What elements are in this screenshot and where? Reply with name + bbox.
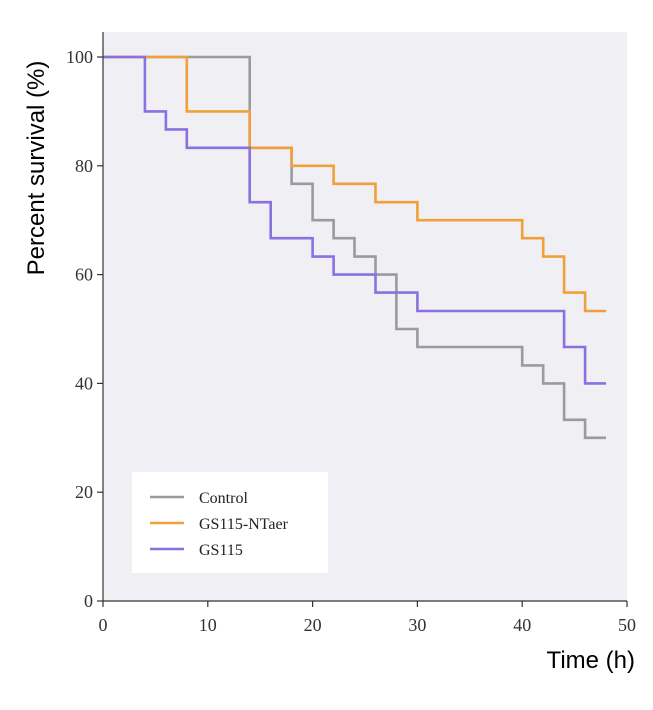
legend-label-gs115-ntaer: GS115-NTaer xyxy=(199,516,289,533)
x-axis-label: Time (h) xyxy=(547,647,635,674)
y-ticks: 0 20 40 60 80 100 xyxy=(66,47,103,611)
y-tick-label: 40 xyxy=(75,373,93,393)
x-tick-label: 20 xyxy=(304,615,322,635)
x-ticks: 0 10 20 30 40 50 xyxy=(99,601,636,635)
legend: Control GS115-NTaer GS115 xyxy=(132,472,328,573)
series-line-gs115 xyxy=(103,55,606,385)
y-tick-label: 60 xyxy=(75,265,93,285)
y-tick-label: 100 xyxy=(66,47,93,67)
series-line-gs115-ntaer xyxy=(103,55,606,313)
x-tick-label: 40 xyxy=(513,615,531,635)
legend-label-gs115: GS115 xyxy=(199,542,243,559)
y-tick-label: 0 xyxy=(84,591,93,611)
x-tick-label: 10 xyxy=(199,615,217,635)
y-tick-label: 80 xyxy=(75,156,93,176)
x-tick-label: 50 xyxy=(618,615,636,635)
y-axis-label: Percent survival (%) xyxy=(23,61,50,276)
legend-label-control: Control xyxy=(199,490,248,507)
y-tick-label: 20 xyxy=(75,482,93,502)
x-tick-label: 0 xyxy=(99,615,108,635)
x-tick-label: 30 xyxy=(408,615,426,635)
series-layer xyxy=(103,55,606,440)
series-line-control xyxy=(103,55,606,440)
